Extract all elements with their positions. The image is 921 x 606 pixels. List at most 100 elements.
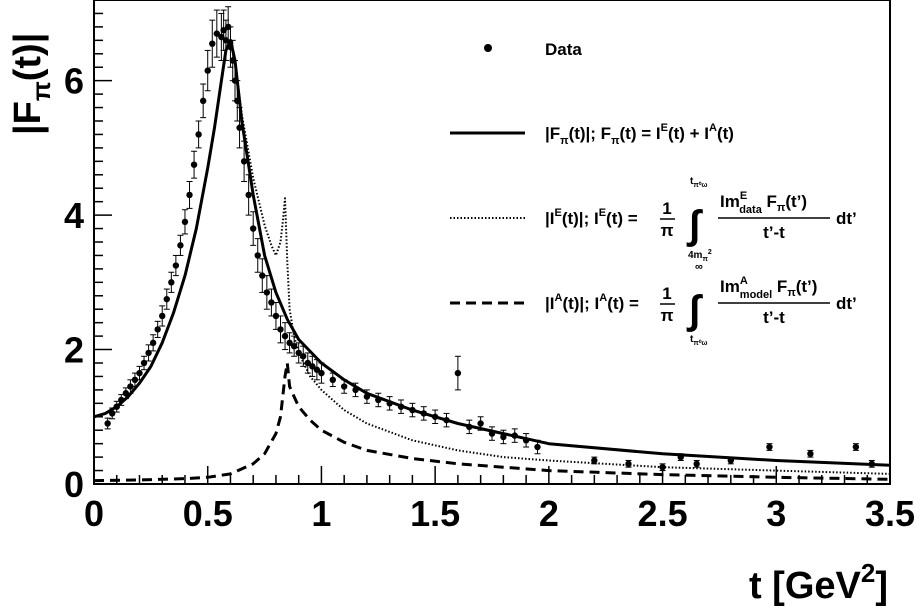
legend-ie-frac-num: 1 [662, 199, 671, 218]
data-point [218, 33, 225, 41]
data-point [190, 161, 198, 168]
curves [93, 38, 891, 483]
legend-total-label: |Fπ(t)|; Fπ(t) = IE(t) + IA(t) [545, 122, 734, 147]
data-point [163, 295, 170, 303]
data-point [222, 37, 230, 44]
data-point [500, 433, 507, 441]
data-point [209, 40, 216, 47]
data-point [309, 363, 316, 370]
y-axis-label: |Fπ(t)| [7, 33, 56, 135]
data-point [677, 453, 684, 461]
y-tick-label: 0 [64, 464, 84, 505]
legend-ia-frac-den: π [660, 306, 673, 325]
x-tick-label: 1.5 [410, 493, 460, 534]
plot-frame [93, 0, 891, 485]
legend-ie-upper-limit: tπ⁰ω [690, 176, 708, 189]
data-point [104, 420, 111, 427]
data-point [108, 410, 116, 417]
data-point [397, 403, 405, 410]
x-tick-label: 1 [311, 493, 331, 534]
data-point [386, 400, 393, 407]
data-point [281, 332, 289, 340]
legend-ia-frac-num: 1 [662, 284, 671, 303]
data-point [149, 339, 157, 347]
data-point [168, 279, 175, 286]
data-points [104, 6, 876, 472]
data-point [300, 353, 307, 360]
data-point [154, 326, 161, 333]
data-point [363, 393, 371, 400]
data-point [186, 191, 193, 199]
legend-ie-lower-limit: 4mπ2 [688, 249, 712, 263]
data-point [277, 326, 284, 333]
legend-ia-lower-limit: tπ⁰ω [690, 334, 708, 347]
data-point [443, 416, 450, 424]
data-point [245, 191, 252, 199]
legend-ie-label: |IE(t)|; IE(t) = [545, 207, 638, 228]
legend-ia-denominator: t’-t [763, 308, 785, 327]
data-point [250, 225, 257, 232]
data-point [204, 67, 211, 74]
data-point [431, 413, 439, 420]
x-tick-labels: 0 0.5 1 1.5 2 2.5 3 3.5 [84, 493, 915, 534]
data-point [122, 390, 130, 397]
x-tick-label: 0 [84, 493, 104, 534]
legend-ia-integral: ∫ [686, 288, 703, 332]
data-point [240, 158, 248, 165]
data-point [868, 460, 876, 468]
data-point [220, 27, 227, 34]
data-point [213, 30, 221, 37]
legend-ia-dt: dt’ [836, 294, 857, 313]
legend-data-label: Data [545, 40, 582, 59]
data-point [234, 97, 241, 105]
data-point [227, 43, 234, 51]
data-point [304, 359, 311, 367]
data-point [268, 299, 275, 306]
legend-ia-upper-limit: ∞ [695, 261, 703, 273]
x-axis-label: t [GeV2] [749, 558, 888, 606]
data-point [727, 457, 734, 464]
data-point [454, 369, 462, 377]
data-point [254, 252, 261, 259]
data-point [534, 443, 541, 451]
data-point [477, 420, 484, 427]
legend-data-marker [484, 44, 492, 52]
data-point [591, 457, 598, 464]
data-point [290, 342, 298, 350]
x-tick-label: 3 [766, 493, 786, 534]
data-point [466, 423, 473, 431]
y-tick-label: 4 [64, 195, 84, 236]
data-point [420, 410, 427, 417]
data-point [625, 460, 632, 468]
data-point [199, 97, 207, 105]
data-point [375, 396, 382, 404]
y-tick-label: 2 [64, 330, 84, 371]
data-point [195, 131, 202, 138]
legend-ie-dt: dt’ [836, 209, 857, 228]
y-tick-label: 6 [64, 61, 84, 102]
data-point [236, 124, 243, 131]
curve-ie [93, 39, 891, 475]
legend: Data |Fπ(t)|; Fπ(t) = IE(t) + IA(t) |IE(… [450, 40, 857, 347]
data-point [409, 406, 416, 414]
x-tick-label: 2.5 [638, 493, 688, 534]
data-point [318, 369, 325, 377]
data-point [118, 396, 125, 404]
data-point [286, 339, 293, 347]
data-point [272, 312, 280, 320]
x-tick-label: 3.5 [865, 493, 915, 534]
data-point [852, 443, 860, 451]
data-point [352, 386, 359, 394]
data-point [259, 272, 266, 279]
data-point [522, 437, 530, 444]
curve-total [93, 38, 891, 467]
curve-ia [93, 361, 891, 483]
legend-ie-numerator: ImE data Fπ(t’) [720, 190, 807, 216]
data-point [136, 369, 143, 377]
legend-ie-integral: ∫ [686, 203, 703, 247]
data-point [693, 460, 700, 468]
data-point [159, 312, 166, 320]
data-point [313, 366, 321, 373]
data-point [131, 376, 139, 384]
